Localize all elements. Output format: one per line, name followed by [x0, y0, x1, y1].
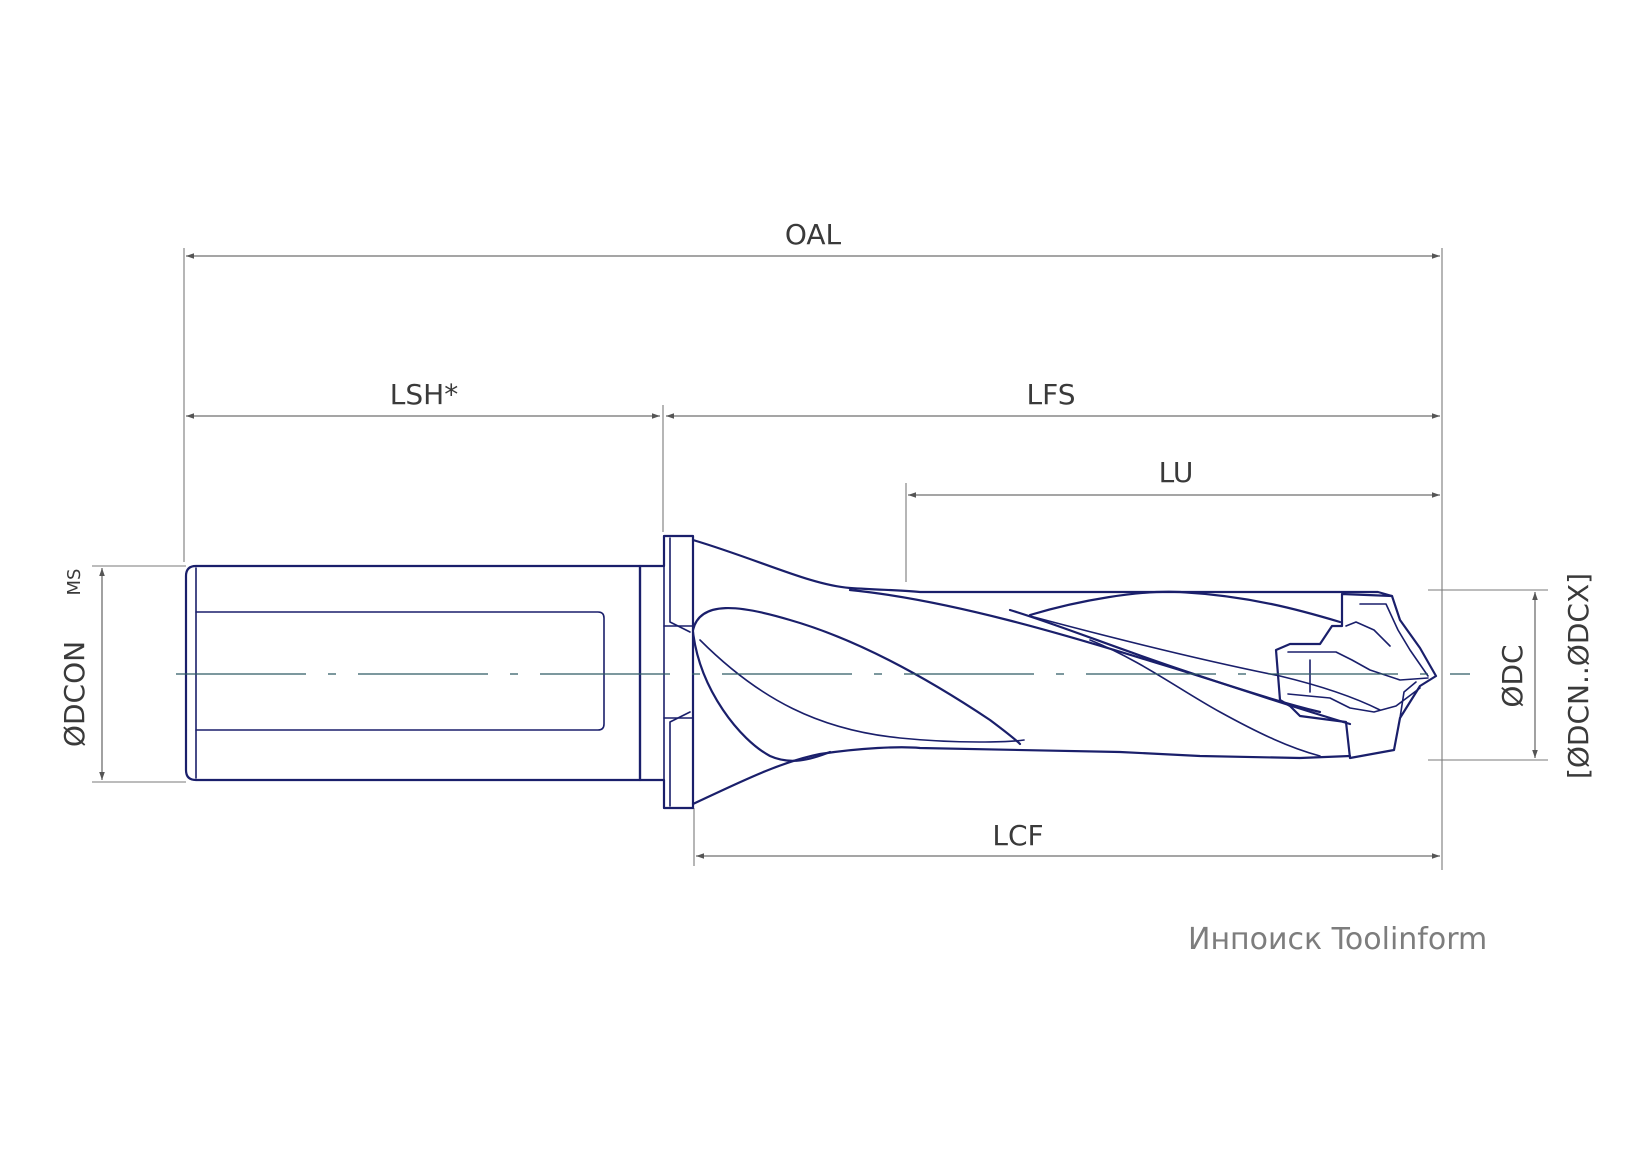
extension-lines	[92, 248, 1548, 870]
dcon-label: ØDCON	[58, 641, 91, 747]
watermark: Инпоиск Toolinform	[1188, 922, 1488, 957]
lcf-label: LCF	[992, 819, 1043, 852]
flange	[638, 534, 695, 810]
fluted-section	[691, 538, 1394, 806]
drill-tip	[1274, 592, 1438, 760]
drill-body	[184, 534, 1438, 810]
shank	[184, 564, 642, 782]
dc-label: ØDC	[1496, 644, 1529, 707]
dcn-dcx-label: [ØDCN..ØDCX]	[1562, 573, 1595, 779]
dimension-lines	[99, 253, 1538, 859]
lsh-label: LSH*	[390, 378, 458, 411]
lfs-label: LFS	[1027, 378, 1076, 411]
lu-label: LU	[1159, 456, 1194, 489]
dcon-sub-label: MS	[64, 569, 85, 596]
dimension-labels: OAL LSH* LFS LU LCF ØDCON MS ØDC [ØDCN..…	[58, 218, 1595, 852]
oal-label: OAL	[785, 218, 842, 251]
